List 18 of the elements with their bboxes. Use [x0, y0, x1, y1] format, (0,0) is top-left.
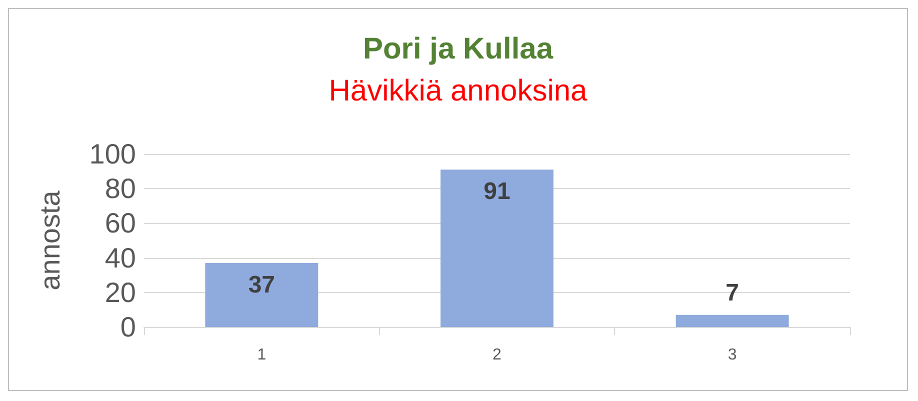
y-tick-label: 20: [104, 276, 136, 308]
bar: [205, 262, 318, 327]
x-tick-label: 1: [257, 346, 266, 364]
data-label: 37: [248, 271, 276, 298]
y-tick-label: 60: [104, 208, 136, 239]
bar: [440, 170, 554, 327]
y-tick-label: 0: [120, 312, 136, 342]
bar: [676, 314, 789, 327]
data-label: 91: [484, 178, 510, 206]
y-tick-label: 80: [104, 173, 136, 204]
y-axis-title: annosta: [34, 190, 66, 290]
chart-title: Pori ja Kullaa: [362, 32, 554, 66]
chart-subtitle: Hävikkiä annoksina: [328, 74, 588, 108]
y-tick-label: 40: [104, 242, 136, 274]
x-tick-label: 3: [728, 346, 737, 364]
x-tick-label: 2: [492, 346, 502, 364]
data-label: 7: [726, 279, 740, 306]
y-tick-label: 100: [89, 138, 136, 170]
